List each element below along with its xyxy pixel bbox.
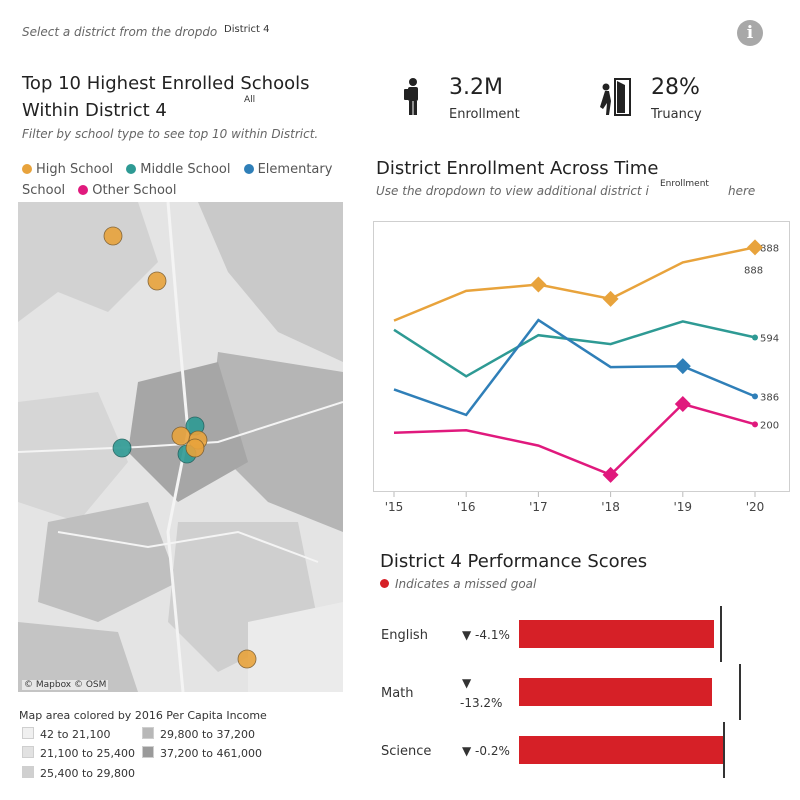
performance-goal-marker (720, 606, 722, 662)
highlight-diamond-marker[interactable] (747, 239, 763, 256)
performance-goal-marker (739, 664, 741, 720)
x-axis-tick-label: '17 (529, 500, 548, 514)
missed-goal-dot-icon (380, 579, 389, 588)
legend-high-school[interactable]: High School (22, 162, 113, 177)
metric-dropdown[interactable]: Enrollment (660, 179, 709, 189)
highlight-diamond-marker[interactable] (602, 466, 619, 483)
income-bin: 29,800 to 37,200 (142, 727, 255, 741)
performance-change: -13.2% (460, 696, 503, 710)
series-end-label: 594 (760, 333, 779, 344)
income-swatch (142, 727, 154, 739)
map-title-line1: Top 10 Highest Enrolled Schools (22, 73, 310, 94)
performance-title: District 4 Performance Scores (380, 551, 648, 572)
income-swatch (22, 766, 34, 778)
enrollment-chart-hint: Use the dropdown to view additional dist… (376, 184, 649, 198)
school-type-legend: High School Middle School Elementary Sch… (22, 158, 342, 200)
school-marker[interactable] (112, 438, 132, 458)
truancy-value: 28% (651, 75, 700, 100)
district-select-hint: Select a district from the dropdo (22, 25, 218, 39)
truancy-door-icon (600, 78, 631, 116)
performance-subject-label: English (381, 628, 428, 643)
map-attribution[interactable]: © Mapbox © OSM (22, 680, 109, 690)
income-bin-label: 21,100 to 25,400 (40, 747, 136, 760)
legend-label: Middle School (140, 162, 231, 177)
performance-change: ▼ -4.1% (462, 628, 510, 642)
series-end-point[interactable] (752, 334, 758, 341)
income-bin-label: 25,400 to 29,800 (40, 767, 136, 780)
income-bin: 25,400 to 29,800 (22, 766, 135, 780)
income-swatch (22, 727, 34, 739)
x-axis-tick-label: '16 (457, 500, 476, 514)
enrollment-label: Enrollment (449, 107, 520, 122)
school-type-filter[interactable]: All (244, 95, 256, 105)
performance-subject-label: Science (381, 744, 432, 759)
truancy-label: Truancy (651, 107, 702, 122)
highlight-diamond-marker[interactable] (674, 358, 691, 375)
chart-frame (373, 221, 790, 492)
income-legend-title: Map area colored by 2016 Per Capita Inco… (19, 709, 267, 722)
legend-other-school[interactable]: Other School (78, 183, 176, 198)
legend-label: High School (36, 162, 114, 177)
performance-goal-marker (723, 722, 725, 778)
info-icon[interactable]: i (737, 20, 763, 46)
income-bin-label: 37,200 to 461,000 (160, 747, 263, 760)
map-title-line2: Within District 4 (22, 100, 167, 121)
enrollment-line-chart[interactable]: 888 888 594 386 200 '15 '16 '17 '18 '19 '20 (372, 220, 790, 520)
highlight-diamond-marker[interactable] (674, 396, 691, 413)
legend-elementary-school[interactable]: Elementary School (22, 162, 332, 198)
series-line-high[interactable] (393, 246, 756, 322)
enrollment-value: 3.2M (449, 75, 503, 100)
x-axis-tick-label: '19 (674, 500, 693, 514)
series-end-label: 386 (760, 392, 779, 403)
income-swatch (142, 746, 154, 758)
missed-goal-text: Indicates a missed goal (395, 577, 537, 591)
series-end-point[interactable] (752, 393, 758, 400)
series-end-label: 888 (760, 243, 779, 254)
legend-label: Other School (92, 183, 177, 198)
performance-change: ▼ -0.2% (462, 744, 510, 758)
income-bin: 21,100 to 25,400 (22, 746, 135, 760)
x-axis-tick-label: '20 (746, 500, 765, 514)
series-end-point[interactable] (752, 421, 758, 428)
legend-dot-icon (243, 164, 254, 174)
legend-dot-icon (126, 164, 137, 174)
legend-label: Elementary School (22, 162, 333, 198)
enrollment-chart-hint-tail: here (728, 184, 756, 198)
performance-subject-label: Math (381, 686, 414, 701)
x-axis-tick-label: '18 (601, 500, 620, 514)
school-marker[interactable] (147, 271, 167, 291)
school-marker[interactable] (103, 226, 123, 246)
income-bin-label: 42 to 21,100 (40, 728, 111, 741)
school-marker[interactable] (185, 438, 205, 458)
series-line-middle[interactable] (393, 320, 756, 378)
missed-goal-note: Indicates a missed goal (380, 577, 536, 591)
x-axis-tick-label: '15 (385, 500, 404, 514)
map-canvas (18, 202, 343, 692)
series-line-elementary[interactable] (393, 318, 756, 417)
income-bin: 37,200 to 461,000 (142, 746, 262, 760)
school-marker[interactable] (171, 426, 191, 446)
performance-score-bar[interactable] (519, 620, 714, 648)
performance-score-bar[interactable] (519, 678, 712, 706)
district-dropdown[interactable]: District 4 (224, 24, 270, 35)
legend-dot-icon (22, 164, 32, 174)
income-bin-label: 29,800 to 37,200 (160, 728, 256, 741)
map-subtitle: Filter by school type to see top 10 with… (22, 127, 319, 141)
legend-dot-icon (78, 185, 89, 195)
student-icon (404, 78, 418, 115)
school-marker[interactable] (237, 649, 257, 669)
highlight-diamond-marker[interactable] (602, 290, 619, 307)
income-swatch (22, 746, 34, 758)
enrollment-chart-title: District Enrollment Across Time (376, 158, 659, 179)
highlight-diamond-marker[interactable] (530, 276, 547, 293)
legend-middle-school[interactable]: Middle School (126, 162, 231, 177)
performance-change: ▼ (462, 676, 472, 690)
income-bin: 42 to 21,100 (22, 727, 111, 741)
district-map[interactable]: © Mapbox © OSM (18, 202, 343, 692)
performance-score-bar[interactable] (519, 736, 723, 764)
series-line-other[interactable] (393, 402, 756, 477)
series-value-label: 888 (744, 265, 763, 276)
series-end-label: 200 (760, 420, 779, 431)
